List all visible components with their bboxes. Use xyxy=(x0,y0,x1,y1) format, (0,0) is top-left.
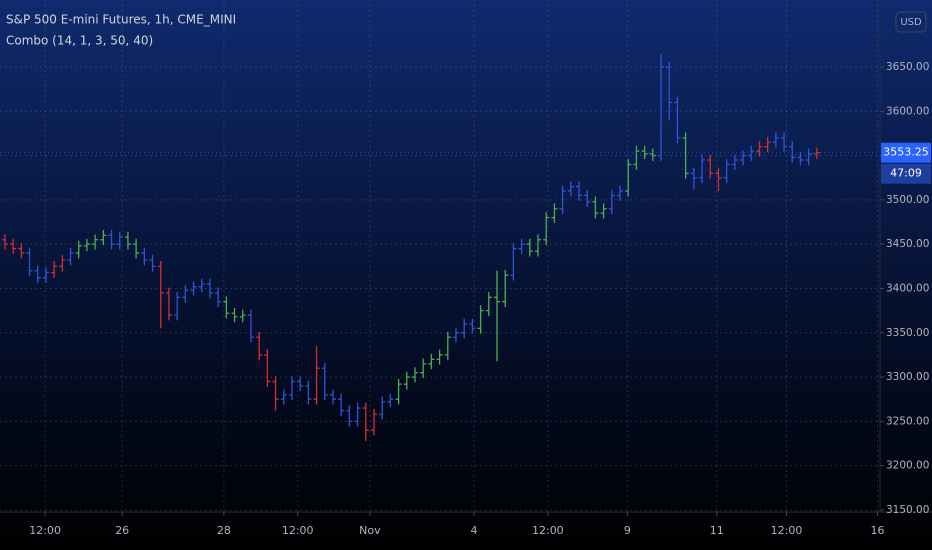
x-tick-label: Nov xyxy=(359,524,381,537)
x-tick-label: 12:00 xyxy=(29,524,61,537)
y-tick-label: 3150.00 xyxy=(886,504,929,516)
y-tick-label: 3650.00 xyxy=(886,61,929,73)
grid xyxy=(0,0,880,512)
x-tick-label: 12:00 xyxy=(282,524,314,537)
x-tick-label: 12:00 xyxy=(532,524,564,537)
x-tick-label: 12:00 xyxy=(771,524,803,537)
y-tick-label: 3450.00 xyxy=(886,238,929,250)
indicator-label: Combo (14, 1, 3, 50, 40) xyxy=(6,34,153,48)
bars xyxy=(0,53,880,441)
axes: 3150.00 3200.00 3250.00 3300.00 3350.00 3400.… xyxy=(29,61,931,537)
y-tick-label: 3300.00 xyxy=(886,371,929,383)
y-tick-label: 3500.00 xyxy=(886,194,929,206)
x-tick-label: 26 xyxy=(115,524,129,537)
last-price-box xyxy=(881,142,931,163)
currency-box[interactable] xyxy=(895,11,927,33)
countdown-label: 47:09 xyxy=(890,167,922,180)
last-price-label: 3553.25 xyxy=(883,146,929,159)
x-tick-label: 11 xyxy=(710,524,724,537)
y-tick-label: 3200.00 xyxy=(886,460,929,472)
x-tick-label: 16 xyxy=(871,524,885,537)
y-tick-label: 3350.00 xyxy=(886,327,929,339)
y-tick-label: 3400.00 xyxy=(886,282,929,294)
x-tick-label: 4 xyxy=(471,524,478,537)
x-tick-label: 28 xyxy=(217,524,231,537)
currency[interactable]: USD xyxy=(900,17,922,28)
chart-title: S&P 500 E-mini Futures, 1h, CME_MINI xyxy=(6,13,236,27)
y-tick-label: 3250.00 xyxy=(886,415,929,427)
x-tick-label: 9 xyxy=(624,524,631,537)
y-tick-label: 3600.00 xyxy=(886,105,929,117)
countdown-box xyxy=(881,163,931,184)
